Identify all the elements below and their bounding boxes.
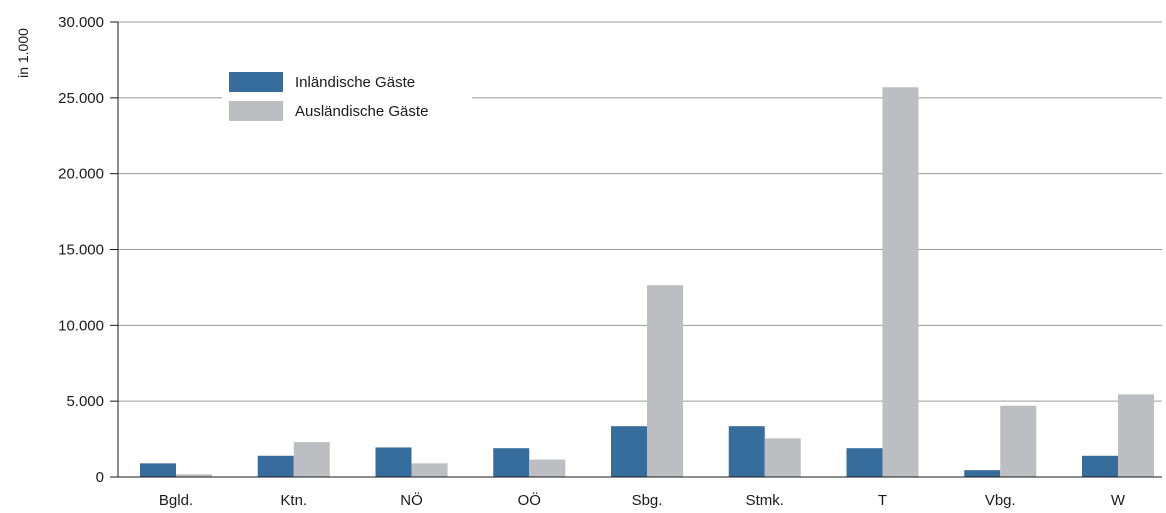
legend-label: Ausländische Gäste <box>295 103 428 120</box>
x-tick-label: NÖ <box>400 491 423 509</box>
x-tick-label: OÖ <box>518 491 541 509</box>
y-axis-label: in 1.000 <box>15 28 31 78</box>
bar-ausland-6 <box>882 87 919 477</box>
bar-inland-1 <box>257 455 294 477</box>
y-tick-label: 30.000 <box>58 14 104 31</box>
bar-inland-4 <box>611 426 647 477</box>
bar-ausland-7 <box>1000 405 1037 477</box>
legend-swatch <box>229 72 283 92</box>
bar-inland-7 <box>964 470 1001 477</box>
y-tick-label: 25.000 <box>58 90 104 107</box>
y-tick-label: 0 <box>96 469 104 486</box>
x-tick-label: W <box>1111 492 1126 509</box>
legend-swatch <box>229 101 283 121</box>
bar-inland-3 <box>493 448 530 477</box>
x-tick-label: Sbg. <box>632 492 663 509</box>
y-tick-labels: 0 5.000 10.000 15.000 20.000 25.000 30.000 <box>58 14 104 486</box>
y-tick-label: 5.000 <box>66 393 104 410</box>
bar-ausland-8 <box>1118 394 1154 477</box>
y-tick-label: 15.000 <box>58 242 104 259</box>
bar-inland-2 <box>375 447 412 477</box>
bar-inland-6 <box>846 448 883 477</box>
bar-inland-0 <box>140 463 176 477</box>
legend-label: Inländische Gäste <box>295 74 415 91</box>
y-tick-label: 20.000 <box>58 166 104 183</box>
x-tick-label: Bgld. <box>159 492 193 509</box>
bar-ausland-1 <box>293 442 330 477</box>
x-tick-label: T <box>878 492 887 509</box>
bar-inland-5 <box>728 426 765 477</box>
bars <box>140 87 1154 477</box>
bar-ausland-0 <box>176 474 212 477</box>
legend: Inländische Gäste Ausländische Gäste <box>222 64 472 132</box>
x-tick-labels: Bgld. Ktn. NÖ OÖ Sbg. Stmk. T Vbg. W <box>159 491 1126 509</box>
bar-ausland-2 <box>411 463 448 477</box>
x-tick-label: Ktn. <box>280 492 307 509</box>
x-tick-label: Stmk. <box>746 492 784 509</box>
y-tick-label: 10.000 <box>58 317 104 334</box>
bar-ausland-5 <box>764 438 801 477</box>
bar-ausland-3 <box>529 459 566 477</box>
bar-inland-8 <box>1082 455 1118 477</box>
bar-ausland-4 <box>647 285 683 477</box>
axes <box>110 21 1162 478</box>
x-tick-label: Vbg. <box>985 492 1016 509</box>
